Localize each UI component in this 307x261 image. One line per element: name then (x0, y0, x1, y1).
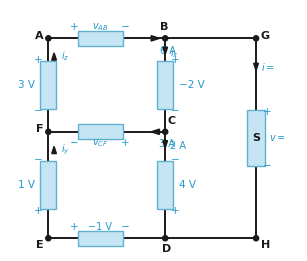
Text: −: − (121, 22, 130, 32)
Text: 4 V: 4 V (179, 180, 196, 190)
Text: +: + (171, 55, 179, 66)
Text: $i_x$: $i_x$ (170, 46, 179, 60)
Text: S: S (252, 133, 260, 143)
Text: G: G (261, 31, 270, 41)
Bar (157, 61, 173, 109)
Text: −: − (70, 138, 79, 148)
Text: +: + (70, 222, 79, 232)
Text: −: − (34, 155, 43, 165)
Text: E: E (36, 240, 44, 250)
Circle shape (163, 129, 168, 134)
Text: +: + (263, 107, 272, 117)
Text: C: C (168, 116, 176, 126)
Polygon shape (151, 129, 159, 134)
Text: A: A (35, 31, 44, 41)
Text: +: + (34, 55, 43, 66)
Text: −2 V: −2 V (179, 80, 204, 90)
Text: −: − (34, 106, 43, 116)
Circle shape (254, 36, 258, 41)
Text: $v_{CF}$: $v_{CF}$ (92, 137, 109, 149)
Text: $v=$: $v=$ (269, 133, 286, 143)
Bar (40, 61, 56, 109)
Text: 3 V: 3 V (18, 80, 35, 90)
Text: +: + (70, 22, 79, 32)
Circle shape (46, 236, 51, 241)
Text: −: − (171, 106, 179, 116)
Text: −1 V: −1 V (88, 222, 112, 232)
Text: +: + (171, 206, 179, 216)
Text: $v_{AB}$: $v_{AB}$ (92, 22, 109, 33)
Polygon shape (151, 36, 159, 41)
Text: $i=$: $i=$ (261, 61, 274, 73)
Text: +: + (34, 206, 43, 216)
Bar (247, 110, 265, 166)
Polygon shape (254, 63, 258, 70)
Bar (157, 161, 173, 209)
Circle shape (46, 36, 51, 41)
Text: B: B (160, 22, 168, 32)
Text: F: F (36, 124, 44, 134)
Text: $i_z$: $i_z$ (61, 50, 69, 63)
Circle shape (254, 236, 258, 241)
Polygon shape (52, 53, 56, 60)
Text: $i_y$: $i_y$ (61, 143, 70, 157)
Text: 3 A: 3 A (159, 139, 175, 149)
Circle shape (163, 36, 168, 41)
Text: +: + (121, 138, 130, 148)
Polygon shape (163, 47, 168, 55)
Polygon shape (52, 146, 56, 154)
Text: −: − (263, 161, 272, 171)
Bar (40, 161, 56, 209)
Text: −: − (171, 155, 179, 165)
Bar (78, 231, 123, 246)
Text: −: − (121, 222, 130, 232)
Text: 1 V: 1 V (18, 180, 35, 190)
Polygon shape (163, 141, 168, 148)
Bar (78, 124, 123, 139)
Text: H: H (261, 240, 270, 250)
Text: D: D (162, 244, 171, 254)
Text: 6 A: 6 A (160, 46, 176, 56)
Text: 2 A: 2 A (170, 141, 186, 151)
Circle shape (46, 129, 51, 134)
Bar (78, 31, 123, 46)
Circle shape (163, 236, 168, 241)
